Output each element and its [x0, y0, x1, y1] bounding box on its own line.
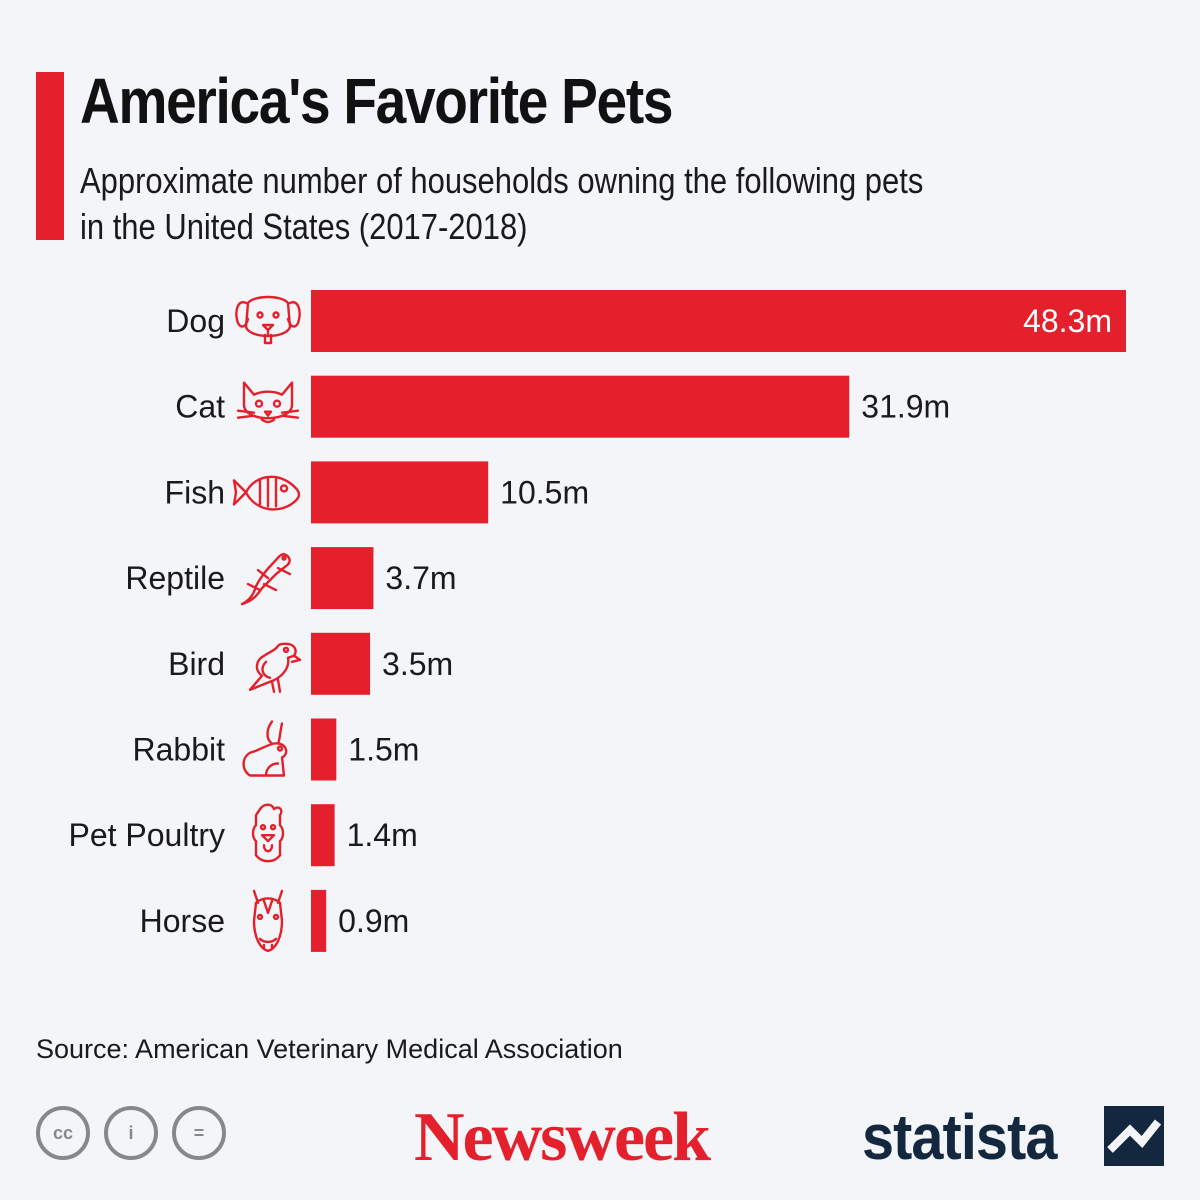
source-note: Source: American Veterinary Medical Asso…: [36, 1034, 623, 1064]
license-icons: cc i =: [36, 1106, 226, 1160]
horse-icon: [252, 889, 284, 953]
subtitle-line-1: Approximate number of households owning …: [80, 160, 924, 201]
statista-logo-text: statista: [862, 1101, 1057, 1173]
cat-icon: [236, 381, 300, 424]
subtitle-line-2: in the United States (2017-2018): [80, 206, 528, 247]
value-label: 31.9m: [861, 389, 950, 425]
bar-bird: [311, 632, 371, 695]
bar-cat: [311, 375, 850, 438]
bar-fish: [311, 461, 489, 524]
fish-icon: [232, 475, 301, 511]
cc-icon: cc: [36, 1106, 90, 1160]
category-label-reptile: Reptile: [125, 560, 225, 596]
poultry-icon: [251, 803, 285, 863]
dog-icon: [235, 295, 301, 345]
attribution-icon: i: [104, 1106, 158, 1160]
category-label-bird: Bird: [168, 646, 225, 682]
no-derivatives-icon: =: [172, 1106, 226, 1160]
value-label: 1.5m: [348, 732, 419, 768]
value-label: 3.5m: [382, 646, 453, 682]
bar-chart: Dog 48.3m Cat 31.9m Fish 10.5m Reptile 3.7m Bird…: [68, 290, 1126, 953]
category-label-horse: Horse: [140, 903, 225, 939]
chart-subtitle: Approximate number of households owning …: [80, 158, 1026, 250]
value-label: 48.3m: [1023, 303, 1112, 339]
footer: cc i = Newsweek statista: [0, 1099, 1200, 1176]
value-label: 1.4m: [347, 817, 418, 853]
accent-bar: [36, 72, 64, 240]
value-label: 0.9m: [338, 903, 409, 939]
bar-pet-poultry: [311, 804, 335, 867]
bar-horse: [311, 889, 327, 952]
bar-dog: [311, 290, 1126, 352]
chart-title: America's Favorite Pets: [80, 65, 674, 137]
bar-reptile: [311, 547, 374, 610]
value-label: 10.5m: [500, 474, 589, 510]
category-label-fish: Fish: [165, 474, 225, 510]
category-label-pet-poultry: Pet Poultry: [68, 817, 225, 853]
category-label-cat: Cat: [175, 389, 225, 425]
newsweek-logo: Newsweek: [414, 1099, 711, 1176]
rabbit-icon: [242, 720, 288, 777]
reptile-icon: [240, 552, 292, 606]
statista-logo-icon: [1104, 1106, 1164, 1166]
category-label-rabbit: Rabbit: [133, 732, 226, 768]
value-label: 3.7m: [385, 560, 456, 596]
bird-icon: [248, 642, 302, 693]
category-label-dog: Dog: [166, 303, 225, 339]
bar-rabbit: [311, 718, 337, 781]
